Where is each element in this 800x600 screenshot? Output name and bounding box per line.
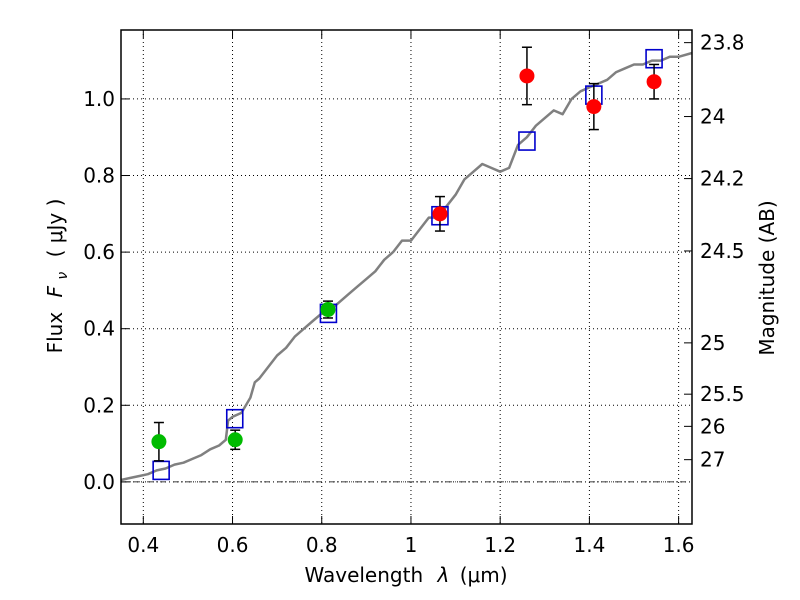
x-axis-label-symbol: λ <box>437 563 450 587</box>
model-spectrum-layer <box>120 51 693 482</box>
red-observed-point <box>646 74 662 90</box>
x-tick-label: 0.4 <box>127 533 159 557</box>
y-axis-label-subscript: ν <box>55 272 71 280</box>
y-axis-label: Flux F ν ( μJy ) <box>43 199 72 354</box>
right-axis-tick-labels: 23.8 24 24.2 24.5 25 25.5 26 27 <box>700 31 745 472</box>
red-observed-point <box>519 68 535 84</box>
y-axis-label-symbol: F <box>43 285 67 297</box>
right-axis-tick-label: 27 <box>700 448 725 472</box>
y-tick-label: 0.0 <box>83 470 115 494</box>
red-observed-point <box>586 99 602 115</box>
right-axis-tick-label: 25 <box>700 331 725 355</box>
x-tick-label: 1.2 <box>484 533 516 557</box>
right-axis-tick-label: 24.5 <box>700 239 745 263</box>
x-axis-label-text: Wavelength <box>304 563 423 587</box>
right-axis-tick-label: 25.5 <box>700 382 745 406</box>
x-tick-label: 0.6 <box>217 533 249 557</box>
x-tick-label: 1.4 <box>573 533 605 557</box>
right-axis-tick-label: 23.8 <box>700 31 745 55</box>
green-observed-point <box>151 434 167 450</box>
data-points-layer <box>151 46 663 481</box>
x-axis-label: Wavelength λ (μm) <box>304 563 507 587</box>
y-tick-label: 1.0 <box>83 87 115 111</box>
grid-lines <box>121 30 692 524</box>
y-tick-label: 0.6 <box>83 240 115 264</box>
x-tick-label: 0.8 <box>306 533 338 557</box>
model-point-square <box>518 131 536 151</box>
green-observed-point <box>227 432 243 448</box>
right-axis-tick-label: 24.2 <box>700 167 745 191</box>
red-observed-point <box>432 206 448 222</box>
green-observed-point <box>320 302 336 318</box>
x-tick-label: 1.6 <box>663 533 695 557</box>
y-tick-label: 0.8 <box>83 164 115 188</box>
right-axis-tick-label: 24 <box>700 105 725 129</box>
y-axis-label-text: Flux <box>43 312 67 354</box>
x-axis-label-unit: (μm) <box>460 563 508 587</box>
right-axis-label: Magnitude (AB) <box>755 200 779 355</box>
model-spectrum-line <box>120 51 693 482</box>
y-tick-label: 0.2 <box>83 393 115 417</box>
model-point-square <box>225 408 244 429</box>
y-axis-label-unit: ( μJy ) <box>43 199 67 258</box>
right-axis-tick-label: 26 <box>700 414 725 438</box>
tick-marks <box>121 30 692 524</box>
y-tick-labels: 0.0 0.2 0.4 0.6 0.8 1.0 <box>83 87 115 494</box>
x-tick-labels: 0.4 0.6 0.8 1 1.2 1.4 1.6 <box>127 533 694 557</box>
y-tick-label: 0.4 <box>83 317 115 341</box>
x-tick-label: 1 <box>405 533 418 557</box>
plot-frame <box>120 29 693 525</box>
